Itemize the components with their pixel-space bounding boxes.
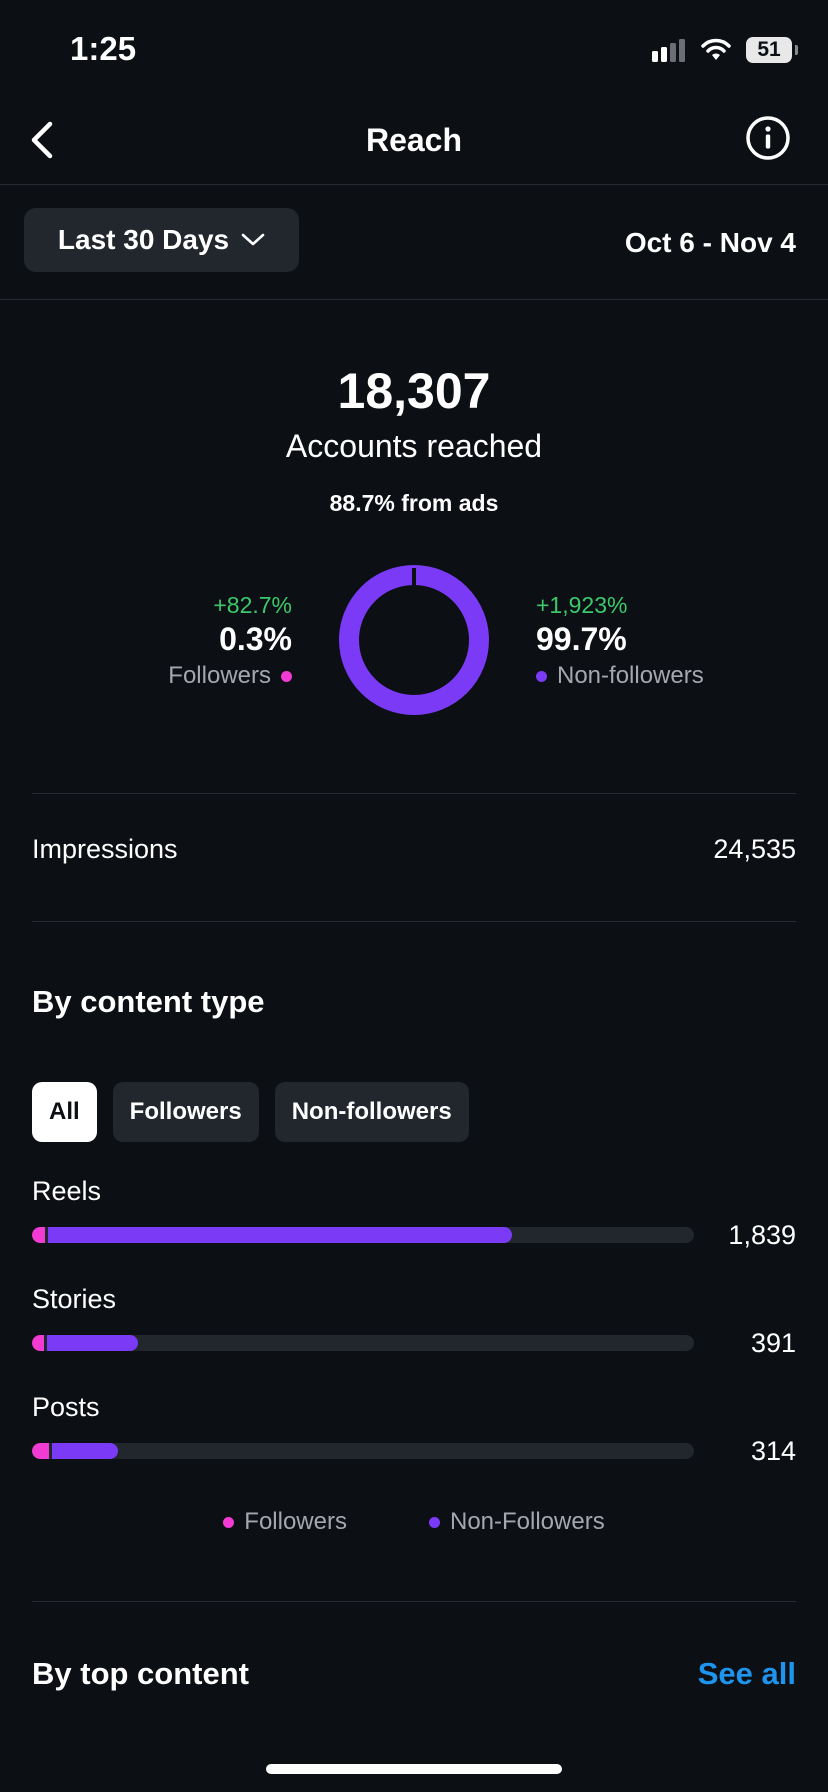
content-type-bar-reels — [32, 1227, 694, 1243]
section-divider — [32, 793, 796, 794]
section-divider — [32, 921, 796, 922]
filter-divider — [0, 299, 828, 300]
legend-followers-label: Followers — [244, 1508, 347, 1535]
non-followers-legend: Non-followers — [536, 662, 704, 690]
reach-donut-chart — [339, 565, 489, 715]
impressions-value: 24,535 — [713, 834, 796, 864]
non-followers-segment — [52, 1443, 118, 1459]
non-followers-percentage: 99.7% — [536, 621, 627, 657]
chip-all[interactable]: All — [32, 1082, 97, 1142]
chevron-down-icon — [241, 233, 265, 246]
content-type-bar-posts — [32, 1443, 694, 1459]
content-type-value-stories: 391 — [750, 1328, 796, 1358]
legend-non-followers-label: Non-Followers — [449, 1508, 605, 1535]
wifi-icon — [701, 38, 731, 60]
non-followers-dot-icon — [536, 670, 547, 682]
chip-followers[interactable]: Followers — [112, 1082, 259, 1142]
content-type-label-posts: Posts — [32, 1392, 100, 1422]
content-type-title: By content type — [32, 984, 265, 1019]
home-indicator[interactable] — [266, 1764, 562, 1774]
non-followers-stat: +1,923% 99.7% Non-followers — [536, 592, 704, 690]
followers-change: +82.7% — [213, 592, 292, 618]
content-type-value-posts: 314 — [750, 1436, 796, 1466]
followers-segment — [32, 1443, 49, 1459]
date-range-dropdown-label: Last 30 Days — [57, 224, 230, 255]
date-range-dropdown[interactable]: Last 30 Days — [24, 208, 299, 272]
content-type-filter-chips: All Followers Non-followers — [32, 1082, 469, 1142]
followers-segment — [32, 1227, 45, 1243]
cellular-signal-icon — [652, 39, 685, 62]
battery-icon: 51 — [746, 37, 798, 63]
legend-followers: Followers — [223, 1508, 347, 1536]
non-followers-segment — [48, 1227, 512, 1243]
status-time: 1:25 — [70, 30, 137, 67]
followers-legend: Followers — [168, 662, 292, 690]
followers-stat: +82.7% 0.3% Followers — [168, 592, 292, 690]
followers-segment — [32, 1335, 44, 1351]
non-followers-change: +1,923% — [536, 592, 628, 618]
followers-dot-icon — [281, 670, 292, 682]
content-type-value-reels: 1,839 — [728, 1220, 796, 1250]
info-icon[interactable] — [744, 114, 792, 162]
accounts-reached-label: Accounts reached — [285, 428, 543, 464]
followers-percentage: 0.3% — [219, 621, 292, 657]
followers-label: Followers — [168, 662, 271, 689]
content-type-legend: Followers Non-Followers — [0, 1508, 828, 1536]
impressions-label: Impressions — [32, 834, 178, 864]
top-content-title: By top content — [32, 1656, 249, 1691]
non-followers-ring — [339, 565, 489, 715]
non-followers-label: Non-followers — [557, 662, 704, 689]
header-divider — [0, 184, 828, 185]
see-all-link[interactable]: See all — [697, 1656, 796, 1691]
followers-dot-icon — [223, 1516, 235, 1528]
status-icons: 51 — [652, 32, 798, 68]
chip-non-followers[interactable]: Non-followers — [274, 1082, 469, 1142]
content-type-label-reels: Reels — [32, 1176, 102, 1206]
content-type-bar-stories — [32, 1335, 694, 1351]
date-range-text: Oct 6 - Nov 4 — [624, 227, 796, 258]
accounts-reached-value: 18,307 — [337, 363, 491, 419]
non-followers-segment — [47, 1335, 138, 1351]
back-chevron-icon[interactable] — [22, 116, 62, 164]
non-followers-dot-icon — [428, 1516, 440, 1528]
legend-non-followers: Non-Followers — [428, 1508, 605, 1536]
section-divider — [32, 1601, 796, 1602]
page-title: Reach — [365, 122, 463, 158]
ads-percentage-note: 88.7% from ads — [329, 490, 499, 516]
content-type-label-stories: Stories — [32, 1284, 117, 1314]
